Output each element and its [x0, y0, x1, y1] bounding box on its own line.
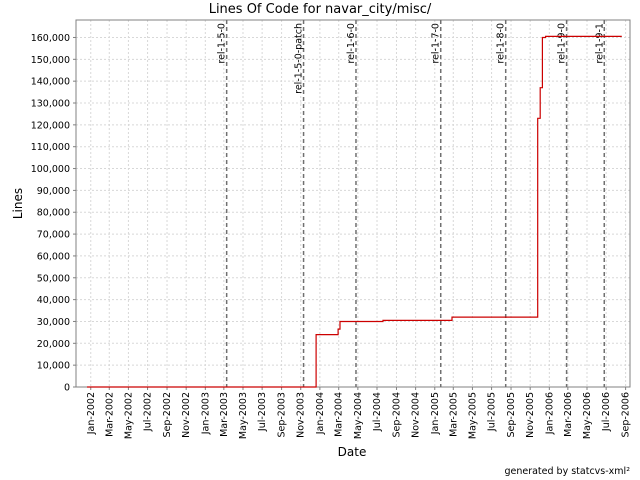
x-tick-label: Jul-2002 — [143, 392, 154, 432]
x-tick-label: Sep-2002 — [162, 392, 173, 438]
y-tick-label: 70,000 — [37, 230, 70, 241]
x-tick-label: May-2002 — [123, 392, 134, 439]
x-tick-label: Jul-2006 — [601, 392, 612, 432]
y-tick-label: 160,000 — [31, 33, 70, 44]
y-tick-label: 10,000 — [37, 361, 70, 372]
x-axis-label: Date — [338, 445, 367, 459]
y-tick-label: 0 — [64, 383, 70, 394]
y-tick-label: 110,000 — [31, 142, 70, 153]
series-line — [87, 35, 622, 388]
y-axis: 0 10,000 20,000 30,000 40,000 50,000 60,000 70,… — [31, 33, 76, 394]
release-label: rel-1-7-0 — [431, 23, 442, 64]
x-tick-label: Jan-2005 — [430, 392, 441, 435]
release-label: rel-1-5-0-patch — [294, 23, 305, 94]
y-tick-label: 140,000 — [31, 77, 70, 88]
x-tick-label: Sep-2005 — [506, 392, 517, 438]
release-label: rel-1-9-1 — [594, 23, 605, 64]
x-axis: Jan-2002 Mar-2002 May-2002 Jul-2002 Sep-2002… — [86, 387, 632, 439]
x-tick-label: May-2005 — [467, 392, 478, 439]
x-tick-label: Jan-2006 — [544, 392, 555, 435]
chart-title: Lines Of Code for navar_city/misc/ — [209, 2, 432, 17]
x-tick-label: Jul-2005 — [487, 392, 498, 432]
release-label: rel-1-5-0 — [217, 23, 228, 64]
release-label: rel-1-9-0 — [557, 23, 568, 64]
x-tick-label: Mar-2003 — [219, 392, 230, 437]
y-tick-label: 120,000 — [31, 120, 70, 131]
x-tick-label: May-2003 — [238, 392, 249, 439]
y-tick-label: 30,000 — [37, 317, 70, 328]
y-tick-label: 50,000 — [37, 273, 70, 284]
y-tick-label: 150,000 — [31, 55, 70, 66]
x-tick-label: May-2006 — [582, 392, 593, 439]
x-tick-label: Sep-2003 — [277, 392, 288, 438]
x-tick-label: Mar-2002 — [104, 392, 115, 437]
series-group — [87, 35, 622, 388]
x-tick-label: Jan-2002 — [86, 392, 97, 435]
x-tick-label: Nov-2004 — [411, 392, 422, 438]
generated-by-credit: generated by statcvs-xml² — [504, 466, 630, 477]
y-tick-label: 40,000 — [37, 295, 70, 306]
x-tick-label: Mar-2004 — [334, 392, 345, 437]
y-tick-label: 20,000 — [37, 339, 70, 350]
y-tick-label: 80,000 — [37, 208, 70, 219]
release-label: rel-1-8-0 — [496, 23, 507, 64]
x-tick-label: Jul-2004 — [372, 392, 383, 432]
release-markers: rel-1-5-0 rel-1-5-0-patch rel-1-6-0 rel-1-7… — [217, 20, 605, 387]
x-tick-label: Sep-2006 — [621, 392, 632, 438]
x-tick-label: Jan-2003 — [200, 392, 211, 435]
x-tick-label: Jan-2004 — [315, 392, 326, 435]
x-tick-label: Jul-2003 — [257, 392, 268, 432]
y-tick-label: 90,000 — [37, 186, 70, 197]
y-tick-label: 60,000 — [37, 251, 70, 262]
y-tick-label: 100,000 — [31, 164, 70, 175]
x-tick-label: Nov-2002 — [181, 392, 192, 438]
x-tick-label: Mar-2006 — [563, 392, 574, 437]
x-tick-label: Nov-2005 — [525, 392, 536, 438]
plot-area — [75, 19, 631, 388]
x-tick-label: Mar-2005 — [448, 392, 459, 437]
x-tick-label: Nov-2003 — [296, 392, 307, 438]
release-label: rel-1-6-0 — [346, 23, 357, 64]
y-tick-label: 130,000 — [31, 99, 70, 110]
y-axis-label: Lines — [11, 188, 25, 219]
x-tick-label: Sep-2004 — [391, 392, 402, 438]
x-tick-label: May-2004 — [353, 392, 364, 439]
